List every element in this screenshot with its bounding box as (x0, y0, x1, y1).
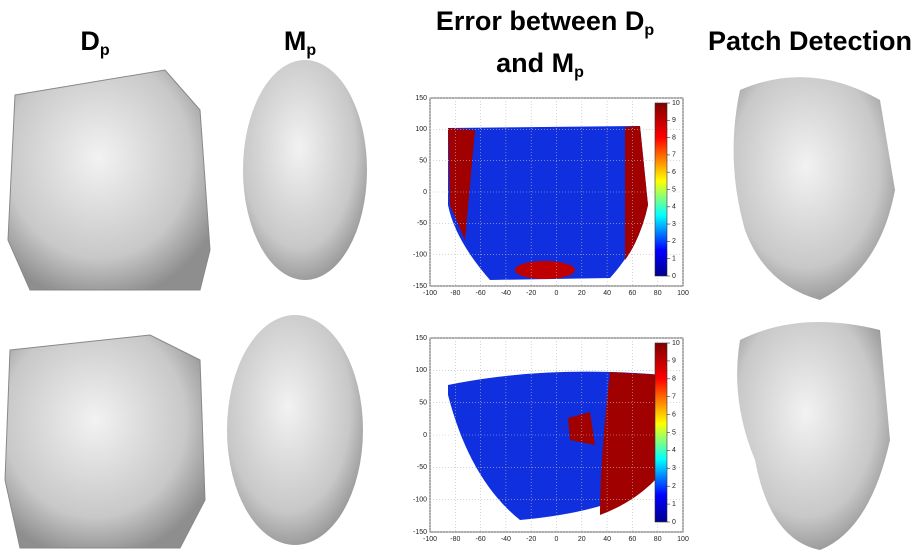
y-tick-label: 100 (415, 126, 427, 133)
x-tick-label: 100 (677, 290, 689, 297)
header-subscript: p (574, 64, 584, 81)
header-text: and M (496, 48, 574, 78)
x-tick-label: -40 (501, 290, 511, 297)
colorbar-tick-label: 1 (672, 256, 676, 263)
colorbar-tick-label: 0 (672, 519, 676, 526)
colorbar (655, 343, 667, 522)
face-model (227, 315, 363, 545)
x-tick-label: 60 (629, 536, 637, 543)
colorbar-tick-label: 5 (672, 186, 676, 193)
header-text: Error between D (436, 6, 645, 36)
colorbar-tick-label: 5 (672, 429, 676, 436)
colorbar-tick-label: 4 (672, 204, 676, 211)
y-tick-label: -150 (413, 529, 427, 536)
x-tick-label: -60 (476, 536, 486, 543)
colorbar-tick-label: 9 (672, 117, 676, 124)
x-tick-label: -80 (450, 536, 460, 543)
column-header: Mp (284, 26, 317, 59)
colorbar-tick-label: 2 (672, 483, 676, 490)
y-tick-label: -100 (413, 497, 427, 504)
x-tick-label: 40 (603, 290, 611, 297)
y-tick-label: 50 (419, 400, 427, 407)
column-header: Dp (80, 26, 110, 59)
column-header: Error between Dp (436, 6, 655, 39)
x-tick-label: -100 (423, 536, 437, 543)
depth-scan (5, 335, 205, 548)
colorbar (655, 103, 667, 276)
colorbar-tick-label: 4 (672, 447, 676, 454)
x-tick-label: 0 (555, 290, 559, 297)
colorbar-tick-label: 8 (672, 134, 676, 141)
y-tick-label: 150 (415, 335, 427, 342)
y-tick-label: 150 (415, 95, 427, 102)
y-tick-label: -150 (413, 283, 427, 290)
x-tick-label: 20 (578, 536, 586, 543)
x-tick-label: 20 (578, 290, 586, 297)
x-tick-label: 80 (654, 536, 662, 543)
colorbar-tick-label: 8 (672, 376, 676, 383)
x-tick-label: -20 (526, 536, 536, 543)
colorbar-tick-label: 1 (672, 501, 676, 508)
x-tick-label: -100 (423, 290, 437, 297)
colorbar-tick-label: 3 (672, 221, 676, 228)
colorbar-tick-label: 0 (672, 273, 676, 280)
y-tick-label: 100 (415, 367, 427, 374)
x-tick-label: 60 (629, 290, 637, 297)
y-tick-label: -50 (417, 220, 427, 227)
depth-scan (8, 70, 210, 290)
colorbar-tick-label: 7 (672, 152, 676, 159)
colorbar-tick-label: 3 (672, 465, 676, 472)
figure: Dp Mp Error between Dp and Mp Patch Dete… (0, 0, 924, 552)
column-header: Patch Detection (708, 26, 912, 56)
x-tick-label: -80 (450, 290, 460, 297)
header-text: D (80, 26, 100, 56)
header-text: M (284, 26, 307, 56)
y-tick-label: 0 (423, 432, 427, 439)
x-tick-label: 0 (555, 536, 559, 543)
colorbar-tick-label: 9 (672, 358, 676, 365)
patch-detection (734, 77, 895, 300)
y-tick-label: -50 (417, 464, 427, 471)
patch-detection (737, 322, 890, 550)
x-tick-label: 40 (603, 536, 611, 543)
colorbar-tick-label: 7 (672, 394, 676, 401)
colorbar-tick-label: 6 (672, 169, 676, 176)
colorbar-tick-label: 6 (672, 411, 676, 418)
colorbar-tick-label: 10 (672, 100, 680, 107)
column-header: and Mp (496, 48, 584, 81)
x-tick-label: 100 (677, 536, 689, 543)
colorbar-tick-label: 10 (672, 340, 680, 347)
header-subscript: p (100, 42, 110, 59)
y-tick-label: 0 (423, 189, 427, 196)
x-tick-label: 80 (654, 290, 662, 297)
y-tick-label: 50 (419, 158, 427, 165)
x-tick-label: -60 (476, 290, 486, 297)
x-tick-label: -40 (501, 536, 511, 543)
colorbar-tick-label: 2 (672, 238, 676, 245)
header-subscript: p (644, 22, 654, 39)
x-tick-label: -20 (526, 290, 536, 297)
face-model (243, 60, 367, 280)
y-tick-label: -100 (413, 252, 427, 259)
header-subscript: p (306, 42, 316, 59)
